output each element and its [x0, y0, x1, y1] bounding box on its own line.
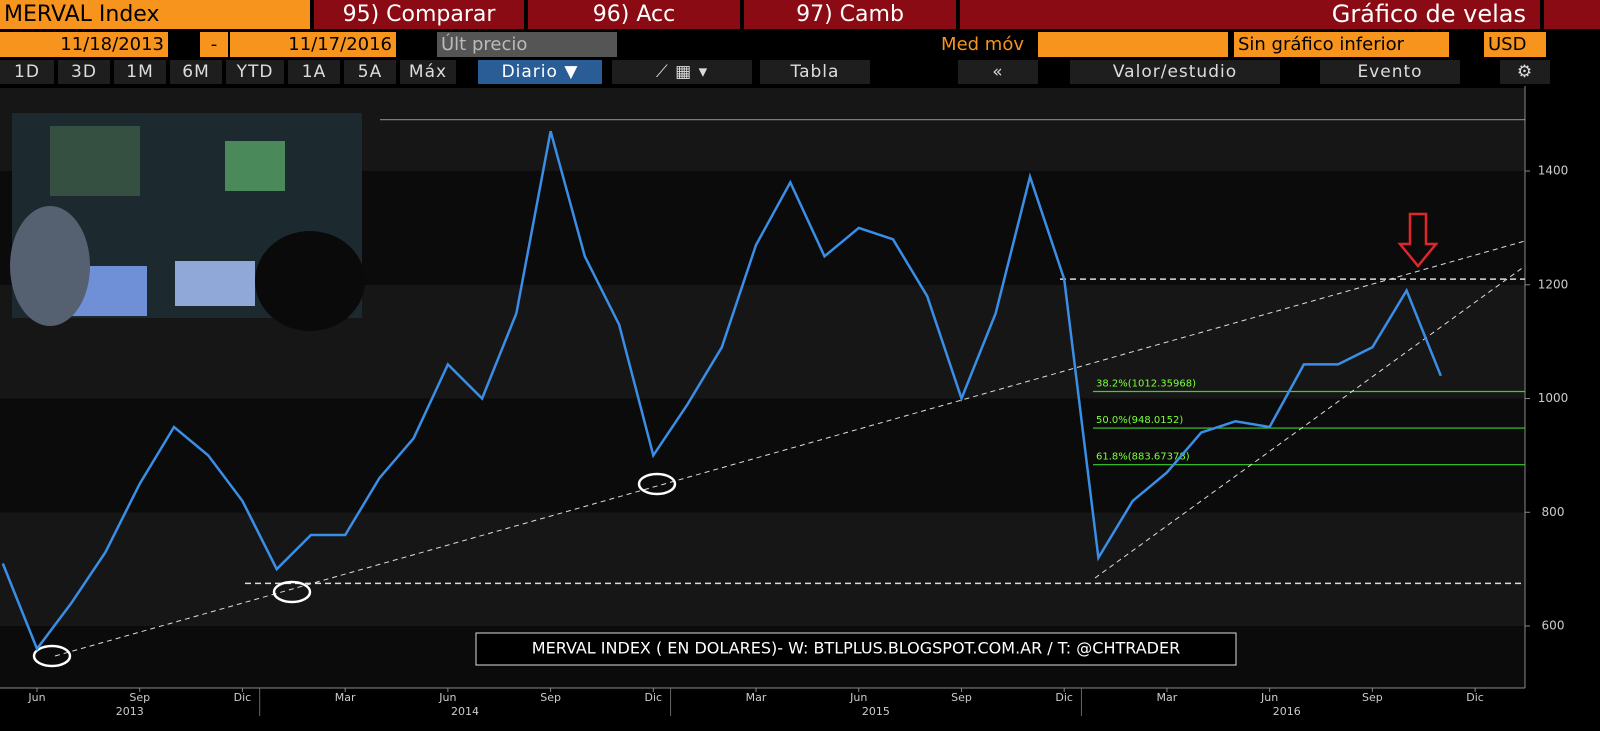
band [0, 398, 1525, 513]
period-button[interactable]: 3D [58, 60, 110, 84]
x-tick-label: Sep [129, 691, 150, 704]
button[interactable]: 97) Camb [744, 0, 956, 29]
trend-line [1094, 265, 1526, 579]
lower-chart[interactable]: Sin gráfico inferior [1234, 32, 1449, 57]
period-button[interactable]: 5A [344, 60, 396, 84]
y-tick-label: 1200 [1538, 277, 1569, 291]
year-label: 2016 [1273, 705, 1301, 718]
moving-avg[interactable]: Med móv [941, 34, 1024, 55]
separator: - [200, 32, 228, 57]
button[interactable]: 96) Acc [528, 0, 740, 29]
start-date[interactable]: 11/18/2013 [0, 32, 168, 57]
year-label: 2015 [862, 705, 890, 718]
x-tick-label: Jun [27, 691, 45, 704]
y-tick-label: 600 [1542, 619, 1565, 633]
red-arrow [1397, 212, 1439, 268]
x-tick-label: Sep [951, 691, 972, 704]
frequency[interactable]: Diario ▼ [478, 60, 602, 84]
x-tick-label: Dic [1466, 691, 1484, 704]
x-tick-label: Sep [540, 691, 561, 704]
x-tick-label: Jun [438, 691, 456, 704]
x-tick-label: Jun [1260, 691, 1278, 704]
y-tick-label: 800 [1542, 505, 1565, 519]
year-label: 2013 [116, 705, 144, 718]
button[interactable]: 95) Comparar [314, 0, 524, 29]
low-circle [272, 580, 312, 604]
low-circle [32, 644, 72, 668]
chart-kind: Gráfico de velas [960, 0, 1540, 29]
filler [1544, 0, 1600, 29]
back[interactable]: « [958, 60, 1038, 84]
settings[interactable]: ⚙ [1500, 60, 1550, 84]
period-button[interactable]: 6M [170, 60, 222, 84]
period-button[interactable]: Máx [400, 60, 456, 84]
x-tick-label: Mar [335, 691, 356, 704]
x-tick-label: Sep [1362, 691, 1383, 704]
period-button[interactable]: YTD [226, 60, 284, 84]
fib-label: 50.0%(948.0152) [1096, 415, 1183, 426]
y-tick-label: 1400 [1538, 164, 1569, 178]
x-tick-label: Mar [746, 691, 767, 704]
period-button[interactable]: 1D [0, 60, 54, 84]
band [0, 512, 1525, 627]
watermark-box [475, 632, 1237, 666]
event[interactable]: Evento [1320, 60, 1460, 84]
x-tick-label: Jun [849, 691, 867, 704]
currency[interactable]: USD [1484, 32, 1546, 57]
photo [10, 113, 365, 331]
watermark: MERVAL INDEX ( EN DOLARES)- W: BTLPLUS.B… [532, 639, 1180, 658]
x-tick-label: Mar [1157, 691, 1178, 704]
low-circle [637, 472, 677, 496]
end-date[interactable]: 11/17/2016 [230, 32, 396, 57]
x-tick-label: Dic [234, 691, 252, 704]
price-line [1, 130, 1442, 652]
fib-label: 61.8%(883.67378) [1096, 452, 1190, 463]
x-axis-band [0, 688, 1600, 731]
chart-icons[interactable]: ⟋ ▦ ▾ [612, 60, 752, 84]
period-button[interactable]: 1M [114, 60, 166, 84]
chart: 600 800 1000 1200 1400 Jun Sep Dic Mar Jun Sep Dic M… [0, 86, 1600, 731]
period-button[interactable]: 1A [288, 60, 340, 84]
y-tick-label: 1000 [1538, 391, 1569, 405]
trend-line [54, 240, 1526, 657]
x-tick-label: Dic [645, 691, 663, 704]
x-tick-label: Dic [1055, 691, 1073, 704]
table[interactable]: Tabla [760, 60, 870, 84]
year-label: 2014 [451, 705, 479, 718]
price-field[interactable]: Últ precio [437, 32, 617, 57]
fib-label: 38.2%(1012.35968) [1096, 378, 1196, 389]
study[interactable]: Valor/estudio [1070, 60, 1280, 84]
ma-field[interactable] [1038, 32, 1228, 57]
ticker[interactable]: MERVAL Index [0, 0, 310, 29]
